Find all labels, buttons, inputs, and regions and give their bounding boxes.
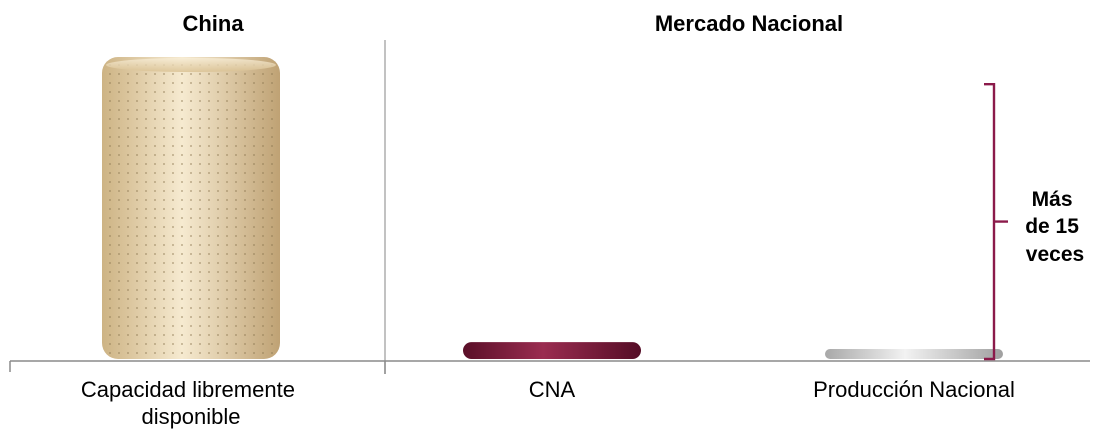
section-title-mercado-nacional: Mercado Nacional xyxy=(655,11,843,36)
annotation-line-mas: Más xyxy=(1032,188,1073,211)
bars-layer xyxy=(102,57,1003,359)
annotation-line-veces: veces xyxy=(1026,243,1084,266)
annotation-line-de-15: de 15 xyxy=(1025,215,1079,238)
category-label-capacidad-line2: disponible xyxy=(141,404,240,429)
category-label-produccion-nacional: Producción Nacional xyxy=(813,377,1015,402)
category-label-capacidad: Capacidad libremente disponible xyxy=(81,377,301,429)
category-label-cna: CNA xyxy=(529,377,576,402)
bar-produccion-nacional xyxy=(825,349,1003,359)
bar-capacidad-cap xyxy=(106,58,276,72)
section-title-china: China xyxy=(182,11,244,36)
bar-cna xyxy=(463,342,641,359)
bar-produccion-nacional-body xyxy=(825,349,1003,359)
bar-capacidad-texture xyxy=(102,57,280,359)
category-label-capacidad-line1: Capacidad libremente xyxy=(81,377,295,402)
annotation-text: Más de 15 veces xyxy=(1025,188,1085,266)
bar-capacidad xyxy=(102,57,280,359)
bar-cna-body xyxy=(463,342,641,359)
bracket-annotation xyxy=(984,82,1008,361)
